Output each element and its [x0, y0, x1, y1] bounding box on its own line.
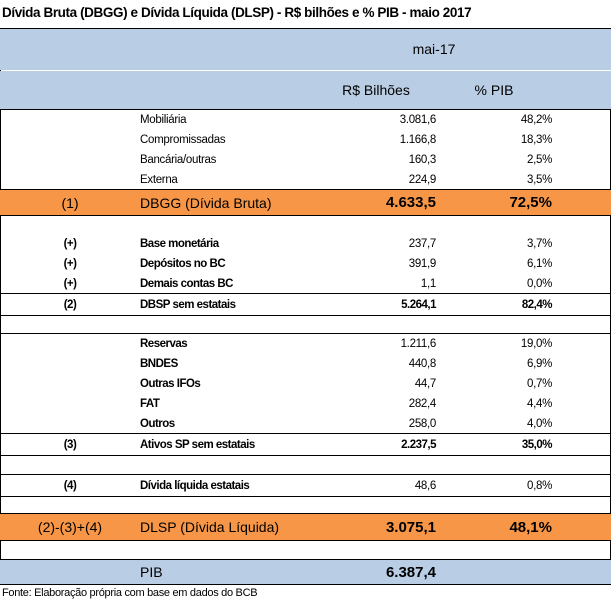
- table-row: (+) Demais contas BC 1,1 0,0%: [0, 274, 611, 294]
- row-pct: 6,9%: [526, 358, 552, 370]
- row-code: (2): [63, 298, 77, 311]
- row-value: 391,9: [408, 258, 437, 270]
- row-pct: 0,7%: [526, 378, 552, 390]
- table-row: (+) Depósitos no BC 391,9 6,1%: [0, 254, 611, 274]
- ativos-row: (3) Ativos SP sem estatais 2.237,5 35,0%: [0, 433, 611, 456]
- row-label: Outros: [140, 418, 175, 430]
- row-value: 5.264,1: [401, 298, 436, 311]
- row-code: (3): [63, 438, 77, 451]
- row-code: (+): [63, 238, 77, 250]
- table-right-border: [610, 28, 611, 583]
- table-title: Dívida Bruta (DBGG) e Dívida Líquida (DL…: [2, 5, 472, 20]
- table-row: Compromissadas 1.166,8 18,3%: [0, 130, 611, 150]
- row-value: 258,0: [408, 418, 437, 430]
- row-pct: 18,3%: [520, 134, 552, 146]
- row-value: 1.211,6: [400, 338, 437, 350]
- row-pct: 4,4%: [526, 398, 552, 410]
- row-pct: 3,5%: [526, 174, 552, 186]
- pib-row: PIB 6.387,4: [0, 559, 611, 585]
- row-pct: 82,4%: [521, 298, 553, 311]
- row-label: Base monetária: [140, 238, 219, 250]
- row-label: DLSP (Dívida Líquida): [140, 519, 280, 535]
- table-row: Outras IFOs 44,7 0,7%: [0, 374, 611, 394]
- row-value: 160,3: [408, 154, 437, 166]
- header-col-pct: % PIB: [474, 82, 514, 98]
- table-left-border: [0, 28, 1, 583]
- header-period-row: mai-17: [0, 28, 611, 70]
- row-label: Outras IFOs: [140, 378, 201, 390]
- row-value: 6.387,4: [385, 563, 436, 581]
- row-value: 237,7: [408, 238, 437, 250]
- row-value: 44,7: [414, 378, 436, 390]
- row-value: 282,4: [408, 398, 437, 410]
- row-pct: 19,0%: [520, 338, 552, 350]
- row-pct: 48,1%: [509, 518, 552, 536]
- source-note: Fonte: Elaboração própria com base em da…: [2, 587, 258, 599]
- header-columns-row: R$ Bilhões % PIB: [0, 71, 611, 109]
- row-value: 3.081,6: [399, 114, 437, 126]
- row-label: Ativos SP sem estatais: [140, 438, 255, 451]
- header-divider: [316, 70, 611, 71]
- row-pct: 35,0%: [521, 438, 553, 451]
- table-row: FAT 282,4 4,4%: [0, 394, 611, 414]
- row-label: FAT: [140, 398, 160, 410]
- row-label: PIB: [140, 564, 163, 580]
- header-bottom-border: [0, 109, 611, 110]
- table-row: (+) Base monetária 237,7 3,7%: [0, 234, 611, 254]
- dbsp-row: (2) DBSP sem estatais 5.264,1 82,4%: [0, 293, 611, 316]
- row-value: 48,6: [414, 479, 436, 492]
- row-code: (+): [63, 258, 77, 270]
- row-code: (+): [63, 278, 77, 290]
- table-row: Bancária/outras 160,3 2,5%: [0, 150, 611, 170]
- table-row: Mobiliária 3.081,6 48,2%: [0, 110, 611, 130]
- estatais-row: (4) Dívida líquida estatais 48,6 0,8%: [0, 474, 611, 497]
- table-row: Reservas 1.211,6 19,0%: [0, 334, 611, 354]
- row-pct: 72,5%: [509, 194, 552, 211]
- row-value: 3.075,1: [385, 518, 436, 536]
- row-code: (4): [63, 479, 77, 492]
- table-row: Externa 224,9 3,5%: [0, 170, 611, 190]
- row-pct: 6,1%: [526, 258, 552, 270]
- dbgg-row: (1) DBGG (Dívida Bruta) 4.633,5 72,5%: [0, 189, 611, 216]
- row-label: Bancária/outras: [140, 154, 217, 166]
- row-code: (2)-(3)+(4): [37, 519, 103, 535]
- row-pct: 0,8%: [526, 479, 552, 492]
- row-pct: 4,0%: [526, 418, 552, 430]
- row-label: Reservas: [140, 338, 188, 350]
- table-row: Outros 258,0 4,0%: [0, 414, 611, 434]
- assets-top-border: [0, 333, 611, 334]
- row-label: Depósitos no BC: [140, 258, 226, 270]
- row-value: 440,8: [408, 358, 437, 370]
- row-label: DBGG (Dívida Bruta): [140, 194, 272, 211]
- row-code: (1): [61, 194, 79, 211]
- row-label: DBSP sem estatais: [140, 298, 236, 311]
- row-label: Mobiliária: [140, 114, 187, 126]
- header-col-value: R$ Bilhões: [342, 82, 410, 98]
- row-label: Externa: [140, 174, 178, 186]
- row-label: Compromissadas: [140, 134, 226, 146]
- row-value: 1.166,8: [399, 134, 437, 146]
- row-value: 224,9: [408, 174, 437, 186]
- table-row: BNDES 440,8 6,9%: [0, 354, 611, 374]
- row-value: 1,1: [420, 278, 436, 290]
- row-label: Dívida líquida estatais: [140, 479, 250, 492]
- header-top-border: [0, 28, 611, 29]
- header-period: mai-17: [412, 41, 456, 57]
- row-label: BNDES: [140, 358, 178, 370]
- row-pct: 2,5%: [526, 154, 552, 166]
- row-pct: 3,7%: [526, 238, 552, 250]
- row-pct: 0,0%: [526, 278, 552, 290]
- row-label: Demais contas BC: [140, 278, 233, 290]
- dlsp-row: (2)-(3)+(4) DLSP (Dívida Líquida) 3.075,…: [0, 513, 611, 541]
- row-value: 4.633,5: [385, 194, 436, 211]
- row-pct: 48,2%: [520, 114, 552, 126]
- row-value: 2.237,5: [401, 438, 436, 451]
